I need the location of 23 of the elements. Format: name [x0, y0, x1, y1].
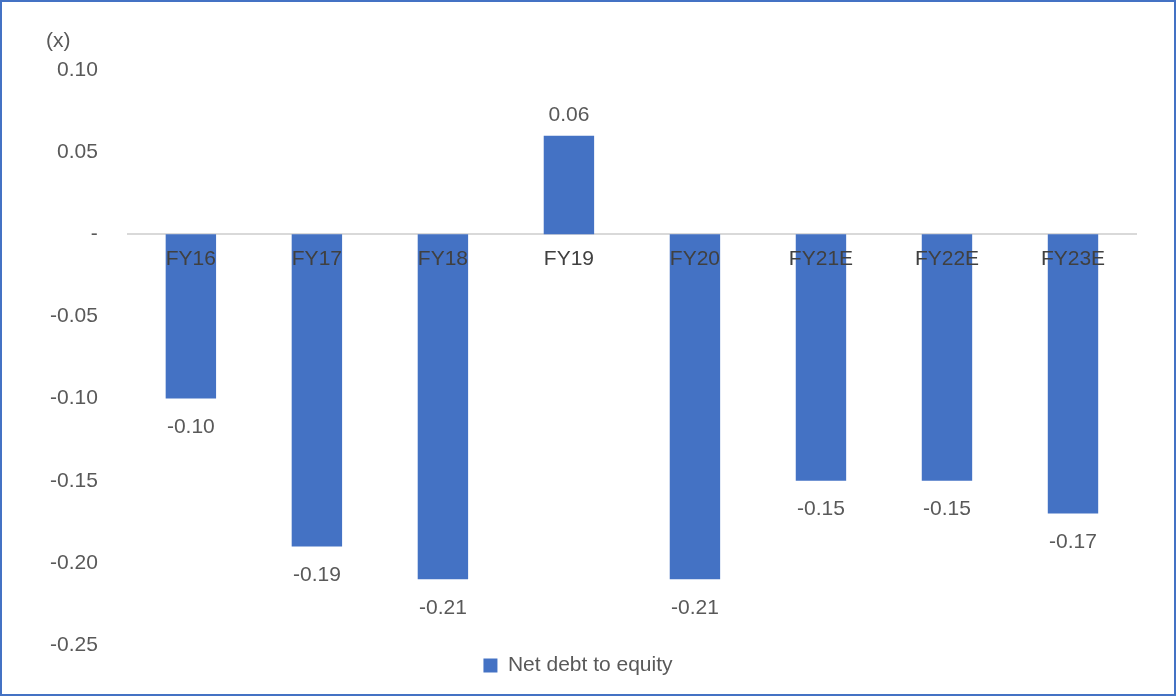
- data-label: 0.06: [548, 102, 590, 126]
- data-label: -0.21: [418, 594, 467, 618]
- y-tick-label: -0.05: [49, 303, 98, 327]
- legend-label: Net debt to equity: [507, 652, 674, 676]
- y-tick-label: -0.20: [49, 549, 98, 573]
- y-axis-title: (x): [46, 28, 71, 52]
- data-label: -0.15: [797, 496, 845, 520]
- data-label: -0.21: [671, 594, 719, 618]
- data-label: -0.19: [292, 561, 341, 585]
- x-tick-label: FY20: [669, 245, 721, 269]
- y-tick-label: 0.05: [56, 138, 98, 162]
- y-tick-label: -0.10: [49, 385, 98, 409]
- x-tick-label: FY19: [543, 245, 595, 269]
- y-tick-label: -: [90, 221, 98, 245]
- data-label: -0.10: [166, 413, 215, 437]
- y-tick-label: -0.25: [49, 631, 98, 655]
- x-tick-label: FY17: [291, 245, 342, 269]
- x-tick-label: FY16: [165, 245, 216, 269]
- y-tick-label: -0.15: [49, 467, 98, 491]
- data-label: -0.17: [1049, 528, 1097, 552]
- data-label: -0.15: [923, 496, 971, 520]
- x-tick-label: FY18: [417, 245, 469, 269]
- y-tick-label: 0.10: [56, 56, 98, 80]
